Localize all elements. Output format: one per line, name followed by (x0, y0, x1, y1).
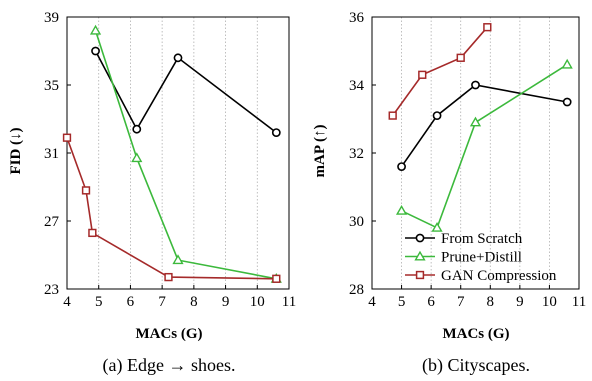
data-point (483, 23, 492, 32)
x-tick-label: 10 (542, 294, 557, 310)
x-tick-label: 11 (572, 294, 586, 310)
data-point (172, 254, 184, 265)
caption-b: (b) Cityscapes. (422, 355, 530, 376)
y-tick-label: 28 (349, 282, 364, 298)
x-tick-label: 10 (250, 294, 265, 310)
y-tick-label: 31 (44, 146, 59, 162)
plot-frame (371, 16, 580, 290)
data-point (91, 46, 100, 56)
data-point (471, 80, 480, 90)
chart-cityscapes: mAP (↑) MACs (G) (b) Cityscapes. 4 5 6 7 8 9 1… (312, 10, 586, 376)
data-point (388, 111, 397, 120)
data-point (469, 116, 482, 127)
data-point (89, 24, 102, 35)
data-point (88, 228, 97, 238)
x-axis-label: MACs (G) (135, 326, 202, 342)
legend-label: Prune+Distill (441, 250, 522, 266)
x-tick-label: 11 (282, 294, 296, 310)
data-point (432, 111, 442, 120)
y-tick-label: 27 (44, 214, 60, 230)
x-tick-label: 5 (398, 294, 406, 310)
legend-label: GAN Compression (441, 268, 557, 284)
y-tick-label: 23 (44, 282, 59, 298)
series-line-from-scratch (94, 50, 277, 134)
x-tick-label: 7 (457, 294, 465, 310)
y-tick-label: 30 (349, 214, 364, 230)
x-tick-label: 5 (95, 294, 103, 310)
data-point (132, 124, 142, 134)
x-tick-label: 8 (487, 294, 495, 310)
y-tick-label: 32 (349, 146, 364, 162)
data-point (418, 70, 427, 79)
x-tick-label: 6 (427, 294, 435, 310)
data-point (397, 162, 406, 171)
data-point (81, 186, 91, 195)
data-point (131, 152, 143, 163)
data-point (62, 133, 72, 142)
chart-edge-shoes: FID (↓) MACs (G) (a) Edge → shoes. 4 5 6 7 8… (8, 10, 296, 376)
x-tick-label: 8 (190, 294, 198, 310)
data-point (173, 53, 183, 63)
x-tick-label: 7 (158, 294, 166, 310)
legend-marker (415, 233, 425, 243)
y-tick-label: 39 (44, 10, 59, 26)
data-point (395, 204, 408, 215)
data-point (561, 58, 573, 69)
series-line-prune-distill (94, 30, 277, 280)
data-point (271, 128, 281, 137)
x-tick-label: 4 (368, 294, 376, 310)
data-point (431, 221, 443, 232)
legend: From Scratch Prune+Distill GAN Compression (405, 231, 557, 284)
series-line-prune-distill (401, 63, 568, 229)
x-tick-label: 4 (63, 294, 71, 310)
x-tick-label: 6 (127, 294, 135, 310)
data-point (164, 272, 173, 282)
y-axis-label: FID (↓) (8, 127, 24, 174)
legend-marker (415, 270, 425, 280)
legend-label: From Scratch (441, 231, 523, 247)
y-tick-label: 35 (44, 78, 59, 94)
y-axis-label: mAP (↑) (312, 125, 328, 178)
series-line-gan-compression (66, 137, 277, 280)
series-line-from-scratch (400, 84, 568, 168)
data-point (562, 97, 572, 107)
y-tick-label: 36 (349, 10, 365, 26)
y-tick-label: 34 (349, 78, 365, 94)
x-tick-label: 9 (222, 294, 230, 310)
x-tick-label: 9 (516, 294, 524, 310)
x-axis-label: MACs (G) (442, 326, 509, 342)
data-point (272, 274, 281, 283)
legend-marker (414, 250, 426, 261)
data-point (456, 53, 465, 62)
caption-a: (a) Edge → shoes. (103, 355, 236, 376)
series-line-gan-compression (392, 26, 488, 117)
